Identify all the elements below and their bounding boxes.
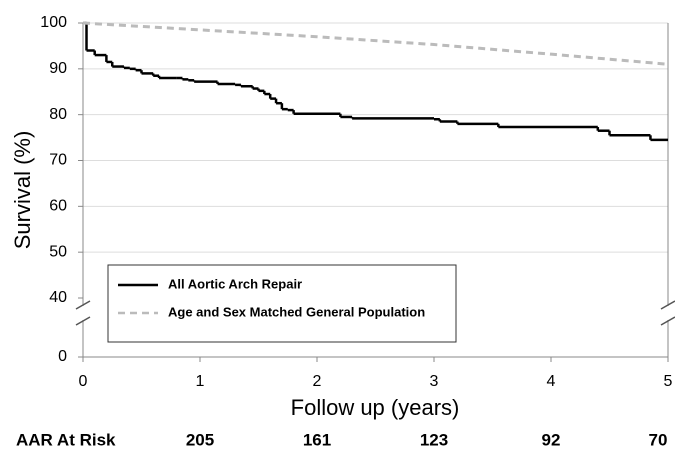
y-tick-label: 50	[49, 243, 67, 260]
x-tick-label: 0	[79, 373, 88, 390]
at-risk-value: 205	[186, 430, 214, 449]
x-tick-label: 5	[664, 373, 673, 390]
series-line	[82, 21, 669, 66]
legend-label: Age and Sex Matched General Population	[168, 304, 425, 319]
y-tick-label: 0	[58, 348, 67, 365]
y-tick-label: 90	[49, 60, 67, 77]
at-risk-value: 123	[420, 430, 448, 449]
y-tick-label: 100	[40, 14, 67, 31]
at-risk-label: AAR At Risk	[16, 430, 116, 449]
axis-break	[75, 316, 91, 326]
x-tick-label: 3	[430, 373, 439, 390]
x-axis-title: Follow up (years)	[291, 395, 460, 420]
x-tick-label: 1	[196, 373, 205, 390]
at-risk-value: 161	[303, 430, 331, 449]
y-tick-label: 70	[49, 152, 67, 169]
y-axis-title: Survival (%)	[10, 131, 35, 250]
y-tick-label: 80	[49, 106, 67, 123]
at-risk-value: 92	[542, 430, 561, 449]
legend-label: All Aortic Arch Repair	[168, 276, 302, 291]
at-risk-value: 70	[649, 430, 668, 449]
x-tick-label: 2	[313, 373, 322, 390]
axis-break	[75, 300, 91, 310]
x-tick-label: 4	[547, 373, 556, 390]
y-tick-label: 60	[49, 198, 67, 215]
axis-break	[660, 316, 675, 326]
y-tick-label: 40	[49, 289, 67, 306]
axis-break	[660, 300, 675, 310]
legend-box	[107, 264, 457, 343]
